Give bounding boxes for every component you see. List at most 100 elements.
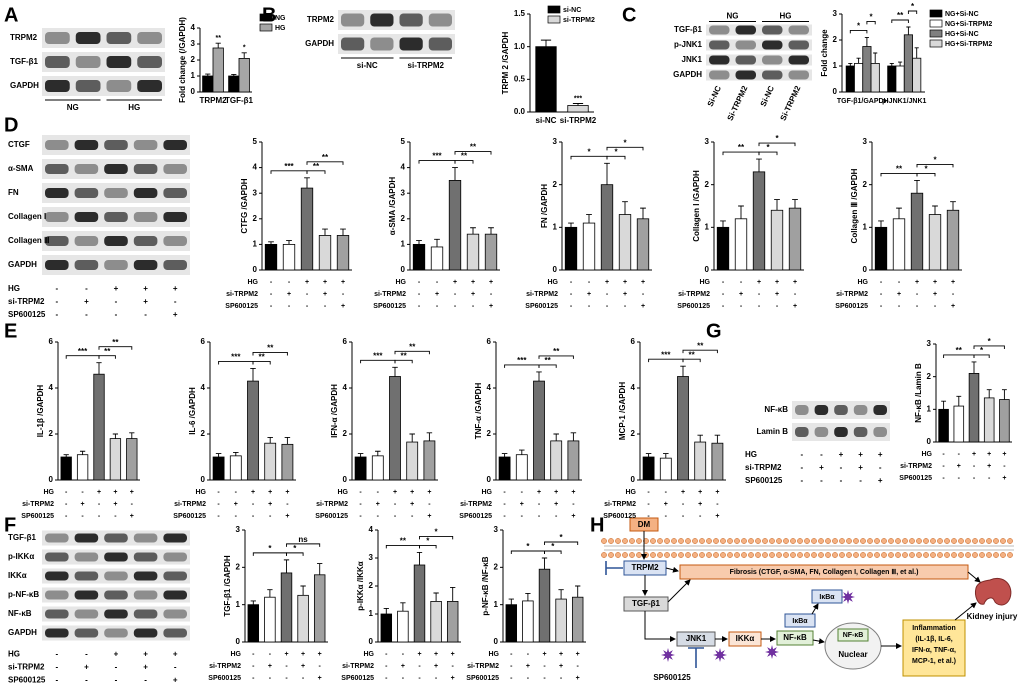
- treatment-sign: +: [681, 489, 685, 496]
- bar: [968, 372, 980, 443]
- treatment-sign: -: [490, 291, 493, 298]
- treatment-sign: -: [288, 279, 291, 286]
- lipid-head: [909, 538, 915, 544]
- y-axis-title: p-NF-κB /NF-κB: [481, 556, 490, 615]
- treatment-sign: -: [570, 291, 573, 298]
- bar: [228, 75, 240, 93]
- significance: *: [526, 542, 530, 551]
- blot-band: [74, 590, 99, 600]
- lane-label: Si-TRPM2: [779, 84, 803, 122]
- y-tick-label: 5: [401, 137, 406, 146]
- lipid-head: [797, 552, 803, 558]
- error-bar: [215, 453, 222, 457]
- blot-band: [74, 260, 99, 270]
- treatment-sign: +: [1002, 475, 1006, 482]
- treatment-sign: +: [81, 501, 85, 508]
- treatment-sign: +: [410, 489, 414, 496]
- blot-band: [709, 25, 730, 35]
- treatment-label: HG: [626, 489, 637, 496]
- treatment-label: SP600125: [466, 675, 499, 682]
- blot-band: [45, 56, 70, 68]
- lipid-head: [853, 552, 859, 558]
- group-label: si-NC: [357, 61, 378, 70]
- y-tick-label: 2: [253, 214, 258, 223]
- treatment-sign: +: [287, 291, 291, 298]
- treatment-sign: -: [538, 501, 541, 508]
- y-tick-label: 2: [201, 429, 206, 438]
- lipid-head: [685, 538, 691, 544]
- bar: [264, 243, 278, 271]
- bar: [538, 568, 551, 643]
- significance-bracket: [907, 10, 918, 14]
- blot-band: [163, 590, 187, 600]
- treatment-sign: +: [933, 279, 937, 286]
- treatment-sign: +: [489, 303, 493, 310]
- treatment-label: HG: [489, 651, 500, 658]
- blot-strip: [706, 24, 812, 36]
- blot-row-label: Collagen I: [8, 212, 46, 221]
- lipid-head: [769, 538, 775, 544]
- lipid-head: [846, 538, 852, 544]
- treatment-sign: +: [268, 489, 272, 496]
- treatment-sign: +: [559, 663, 563, 670]
- treatment-sign: +: [537, 489, 541, 496]
- error-bar: [304, 177, 310, 189]
- significance-bracket: [916, 163, 954, 168]
- error-bar: [645, 453, 652, 457]
- lipid-head: [937, 552, 943, 558]
- ikba-free-box: [811, 589, 843, 604]
- blot-band: [370, 13, 394, 27]
- y-tick-label: 0: [487, 475, 492, 484]
- treatment-sign: -: [65, 513, 68, 520]
- blot-band: [762, 40, 783, 50]
- error-bar: [663, 453, 669, 459]
- bar: [938, 408, 949, 443]
- lipid-head: [972, 538, 978, 544]
- treatment-sign: +: [878, 450, 883, 459]
- significance-bracket: [394, 359, 413, 364]
- significance: ***: [231, 353, 241, 362]
- panel-letter: E: [4, 320, 17, 342]
- blot-band: [762, 25, 783, 35]
- y-tick-label: 6: [201, 337, 206, 346]
- treatment-sign: -: [840, 463, 843, 472]
- blot-row-label: Collagen Ⅲ: [8, 236, 50, 245]
- treatment-sign: +: [284, 651, 288, 658]
- y-tick-label: 2: [927, 372, 932, 381]
- blot-band: [163, 236, 187, 246]
- blot-band: [106, 56, 132, 68]
- blot-band: [163, 571, 187, 581]
- lipid-head: [741, 538, 747, 544]
- blot-band: [133, 236, 158, 246]
- significance-bracket: [544, 550, 562, 554]
- lipid-head: [650, 552, 656, 558]
- treatment-sign: +: [775, 291, 779, 298]
- lipid-head: [713, 538, 719, 544]
- significance: ***: [517, 356, 527, 365]
- blot-row-label: TGF-β1: [8, 533, 37, 542]
- blot-band: [795, 427, 809, 437]
- error-bar: [508, 598, 514, 605]
- treatment-label: SP600125: [525, 303, 558, 310]
- y-axis-title: IL-6 /GAPDH: [188, 387, 197, 435]
- blot-band: [74, 188, 99, 198]
- treatment-sign: -: [722, 291, 725, 298]
- blot-strip: [706, 54, 812, 66]
- significance-bracket: [454, 160, 474, 164]
- significance: *: [988, 337, 992, 346]
- panel-letter: H: [590, 514, 604, 536]
- bar: [770, 209, 784, 271]
- treatment-sign: +: [285, 489, 289, 496]
- y-tick-label: 0.5: [514, 74, 526, 83]
- blot-row-label: GAPDH: [673, 70, 702, 79]
- legend-swatch: [259, 13, 273, 22]
- lipid-head: [979, 552, 985, 558]
- bar: [716, 226, 730, 271]
- treatment-sign: -: [55, 676, 58, 684]
- error-bar: [241, 52, 247, 59]
- ikka-label: IKKα: [736, 634, 755, 643]
- cell-membrane: [601, 538, 1014, 558]
- treatment-sign: +: [427, 513, 431, 520]
- treatment-sign: -: [85, 650, 88, 659]
- y-axis-title: TRPM 2 /GAPDH: [501, 31, 510, 94]
